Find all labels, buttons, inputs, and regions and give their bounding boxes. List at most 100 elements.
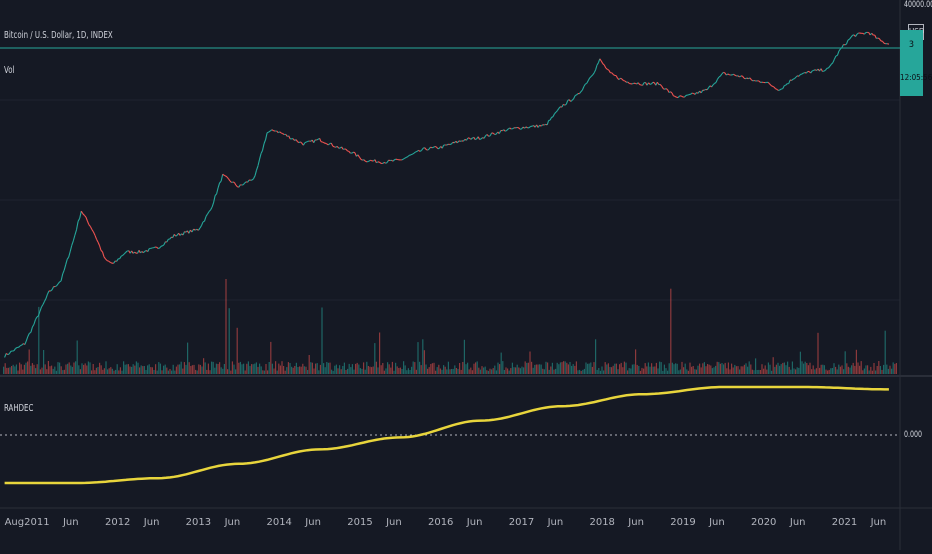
volume-bar <box>73 363 74 375</box>
price-segment <box>305 142 307 143</box>
volume-bar <box>429 367 430 374</box>
price-segment <box>383 162 385 163</box>
volume-bar <box>318 370 319 374</box>
volume-bar <box>153 370 154 374</box>
volume-bar <box>150 367 151 374</box>
volume-bar <box>574 366 575 374</box>
volume-bar <box>405 365 406 374</box>
volume-bar <box>685 364 686 374</box>
volume-label[interactable]: Vol <box>4 65 14 76</box>
price-segment <box>802 73 804 74</box>
volume-bar <box>557 363 558 374</box>
volume-bar <box>561 362 562 374</box>
volume-bar <box>264 371 265 374</box>
volume-bar <box>461 370 462 374</box>
volume-bar <box>547 363 548 375</box>
volume-bar <box>123 361 124 374</box>
price-segment <box>593 73 595 75</box>
volume-bar <box>94 370 95 374</box>
volume-bar <box>334 366 335 374</box>
price-segment <box>42 305 44 307</box>
volume-bar <box>537 365 538 375</box>
price-segment <box>283 134 285 135</box>
price-segment <box>306 141 307 142</box>
volume-bar <box>697 366 698 374</box>
price-segment <box>577 94 579 95</box>
volume-bar <box>360 368 361 374</box>
price-segment <box>783 86 785 89</box>
volume-bar <box>112 369 113 374</box>
price-segment <box>258 160 260 166</box>
volume-bar <box>65 365 66 375</box>
price-segment <box>14 349 16 351</box>
volume-bar <box>69 362 70 374</box>
symbol-title[interactable]: Bitcoin / U.S. Dollar, 1D, INDEX <box>4 30 113 41</box>
volume-bar <box>662 371 663 374</box>
price-segment <box>613 74 615 75</box>
price-segment <box>507 129 509 131</box>
price-segment <box>248 180 250 182</box>
volume-bar <box>11 366 12 374</box>
volume-bar <box>891 369 892 374</box>
volume-bar <box>361 369 362 374</box>
price-segment <box>121 255 123 256</box>
price-segment <box>352 152 354 153</box>
price-segment <box>120 256 122 259</box>
volume-bar <box>739 370 740 375</box>
price-segment <box>176 235 177 236</box>
price-segment <box>662 86 664 88</box>
price-segment <box>796 76 797 77</box>
volume-bar <box>409 370 410 374</box>
price-segment <box>834 56 836 59</box>
volume-bar <box>656 363 657 374</box>
volume-bar <box>504 370 505 374</box>
volume-bar <box>733 368 734 375</box>
volume-bar <box>609 367 610 374</box>
volume-bar <box>579 370 580 374</box>
price-segment <box>98 242 100 245</box>
volume-bar <box>299 366 300 374</box>
volume-bar <box>880 366 881 374</box>
price-segment <box>387 160 389 162</box>
volume-bar <box>705 366 706 374</box>
price-segment <box>609 70 611 73</box>
volume-bar <box>613 366 614 374</box>
volume-bar <box>293 368 294 374</box>
price-segment <box>778 90 780 91</box>
volume-bar <box>849 368 850 374</box>
volume-bar <box>712 368 713 374</box>
price-segment <box>83 214 85 216</box>
price-segment <box>214 196 216 203</box>
price-segment <box>784 85 786 86</box>
volume-bar <box>53 369 54 374</box>
volume-bar <box>403 361 404 374</box>
price-segment <box>799 74 801 76</box>
price-segment <box>845 44 847 45</box>
volume-bar <box>878 361 879 374</box>
volume-bar <box>509 371 510 374</box>
price-segment <box>864 33 866 35</box>
price-segment <box>124 252 126 254</box>
price-segment <box>154 247 155 248</box>
indicator-label[interactable]: RAHDEC <box>4 403 33 414</box>
volume-bar <box>792 362 793 375</box>
volume-bar <box>297 367 298 374</box>
volume-bar <box>549 370 550 374</box>
volume-bar <box>619 364 620 374</box>
volume-bar <box>846 363 847 374</box>
volume-bar <box>171 371 172 374</box>
volume-bar <box>485 367 486 374</box>
volume-bar <box>835 367 836 374</box>
price-segment <box>480 139 482 140</box>
volume-bar <box>486 370 487 374</box>
price-segment <box>519 128 521 129</box>
volume-bar <box>177 365 178 374</box>
volume-bar <box>608 363 609 374</box>
volume-bar <box>110 367 111 374</box>
volume-bar <box>563 361 564 374</box>
price-segment <box>812 70 814 71</box>
volume-bar <box>470 368 471 374</box>
volume-bar <box>9 367 10 374</box>
price-segment <box>25 341 27 345</box>
